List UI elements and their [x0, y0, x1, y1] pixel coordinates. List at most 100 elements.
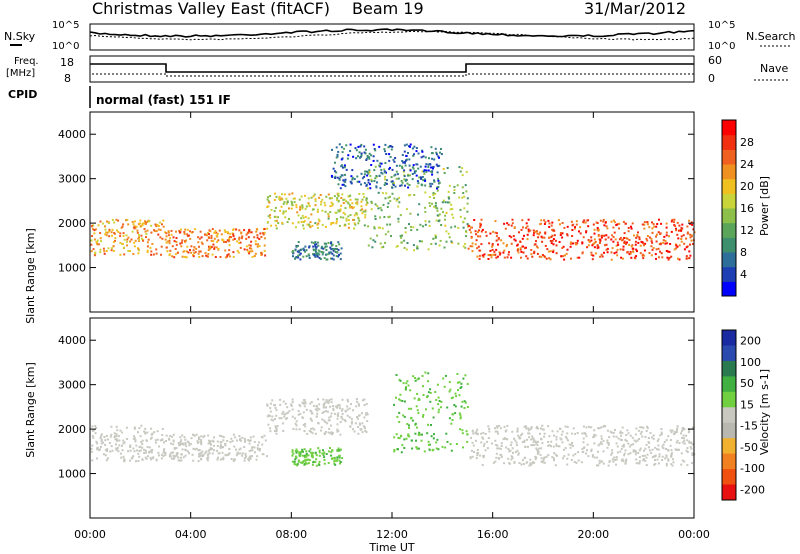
echo-cell	[397, 436, 400, 439]
echo-cell	[278, 417, 281, 420]
echo-cell	[412, 244, 415, 247]
echo-cell	[425, 163, 428, 166]
echo-cell	[432, 194, 435, 197]
echo-cell	[369, 237, 372, 240]
echo-cell	[137, 237, 140, 240]
echo-cell	[400, 236, 403, 239]
echo-cell	[493, 250, 496, 253]
velocity-echo-band	[393, 371, 469, 454]
echo-cell	[169, 435, 172, 438]
echo-cell	[461, 196, 464, 199]
echo-cell	[675, 227, 677, 230]
echo-cell	[537, 440, 539, 443]
echo-cell	[179, 456, 182, 459]
echo-cell	[397, 448, 399, 451]
power-colorbar-label: Power [dB]	[758, 176, 771, 236]
echo-cell	[204, 452, 207, 455]
echo-cell	[400, 179, 403, 182]
echo-cell	[418, 431, 421, 434]
echo-cell	[478, 249, 481, 252]
echo-cell	[662, 447, 665, 450]
echo-cell	[401, 400, 404, 402]
echo-cell	[97, 224, 100, 227]
echo-cell	[173, 240, 176, 243]
echo-cell	[141, 223, 144, 226]
echo-cell	[424, 223, 427, 226]
echo-cell	[658, 218, 660, 221]
echo-cell	[121, 431, 124, 434]
echo-cell	[635, 248, 638, 251]
echo-cell	[551, 239, 554, 242]
echo-cell	[321, 223, 324, 226]
echo-cell	[606, 251, 609, 254]
echo-cell	[635, 462, 638, 465]
echo-cell	[453, 192, 456, 194]
echo-cell	[148, 450, 151, 453]
echo-cell	[103, 250, 106, 253]
echo-cell	[600, 236, 603, 239]
echo-cell	[411, 166, 414, 169]
echo-cell	[445, 432, 448, 435]
echo-cell	[523, 439, 526, 442]
echo-cell	[671, 464, 674, 467]
echo-cell	[348, 407, 351, 410]
echo-cell	[223, 229, 226, 232]
echo-cell	[465, 235, 468, 238]
echo-cell	[208, 448, 211, 451]
echo-cell	[316, 407, 319, 410]
echo-cell	[363, 173, 366, 176]
echo-cell	[104, 454, 107, 457]
echo-cell	[275, 195, 278, 198]
echo-cell	[450, 203, 453, 206]
echo-cell	[669, 444, 672, 447]
echo-cell	[599, 255, 602, 258]
echo-cell	[516, 249, 519, 252]
echo-cell	[419, 223, 422, 226]
echo-cell	[216, 232, 219, 235]
echo-cell	[522, 463, 525, 465]
echo-cell	[297, 214, 300, 217]
echo-cell	[391, 186, 394, 189]
echo-cell	[122, 246, 125, 249]
echo-cell	[575, 461, 578, 464]
echo-cell	[111, 218, 114, 221]
echo-cell	[175, 237, 178, 239]
echo-cell	[407, 384, 410, 387]
echo-cell	[591, 455, 594, 458]
echo-cell	[429, 400, 432, 403]
echo-cell	[592, 223, 595, 226]
echo-cell	[327, 450, 330, 453]
echo-cell	[146, 241, 149, 244]
echo-cell	[505, 429, 508, 432]
echo-cell	[451, 413, 454, 416]
echo-cell	[373, 227, 376, 230]
echo-cell	[643, 244, 645, 247]
echo-cell	[406, 423, 409, 425]
echo-cell	[615, 251, 618, 254]
echo-cell	[352, 409, 355, 412]
echo-cell	[451, 241, 454, 244]
echo-cell	[304, 402, 307, 405]
echo-cell	[253, 255, 256, 257]
nave-tick-top: 60	[708, 54, 722, 67]
echo-cell	[108, 235, 111, 238]
echo-cell	[113, 432, 116, 435]
echo-cell	[343, 183, 345, 186]
echo-cell	[297, 256, 300, 259]
echo-cell	[349, 143, 352, 146]
echo-cell	[570, 459, 573, 461]
echo-cell	[676, 439, 679, 442]
echo-cell	[474, 243, 477, 246]
echo-cell	[436, 209, 439, 212]
echo-cell	[338, 449, 341, 452]
echo-cell	[330, 412, 333, 415]
echo-cell	[620, 256, 623, 259]
echo-cell	[517, 434, 520, 437]
echo-cell	[541, 254, 544, 256]
echo-cell	[478, 229, 480, 232]
echo-cell	[445, 374, 447, 377]
echo-cell	[344, 178, 347, 181]
echo-cell	[464, 401, 467, 404]
echo-cell	[398, 196, 401, 199]
echo-cell	[416, 378, 419, 381]
